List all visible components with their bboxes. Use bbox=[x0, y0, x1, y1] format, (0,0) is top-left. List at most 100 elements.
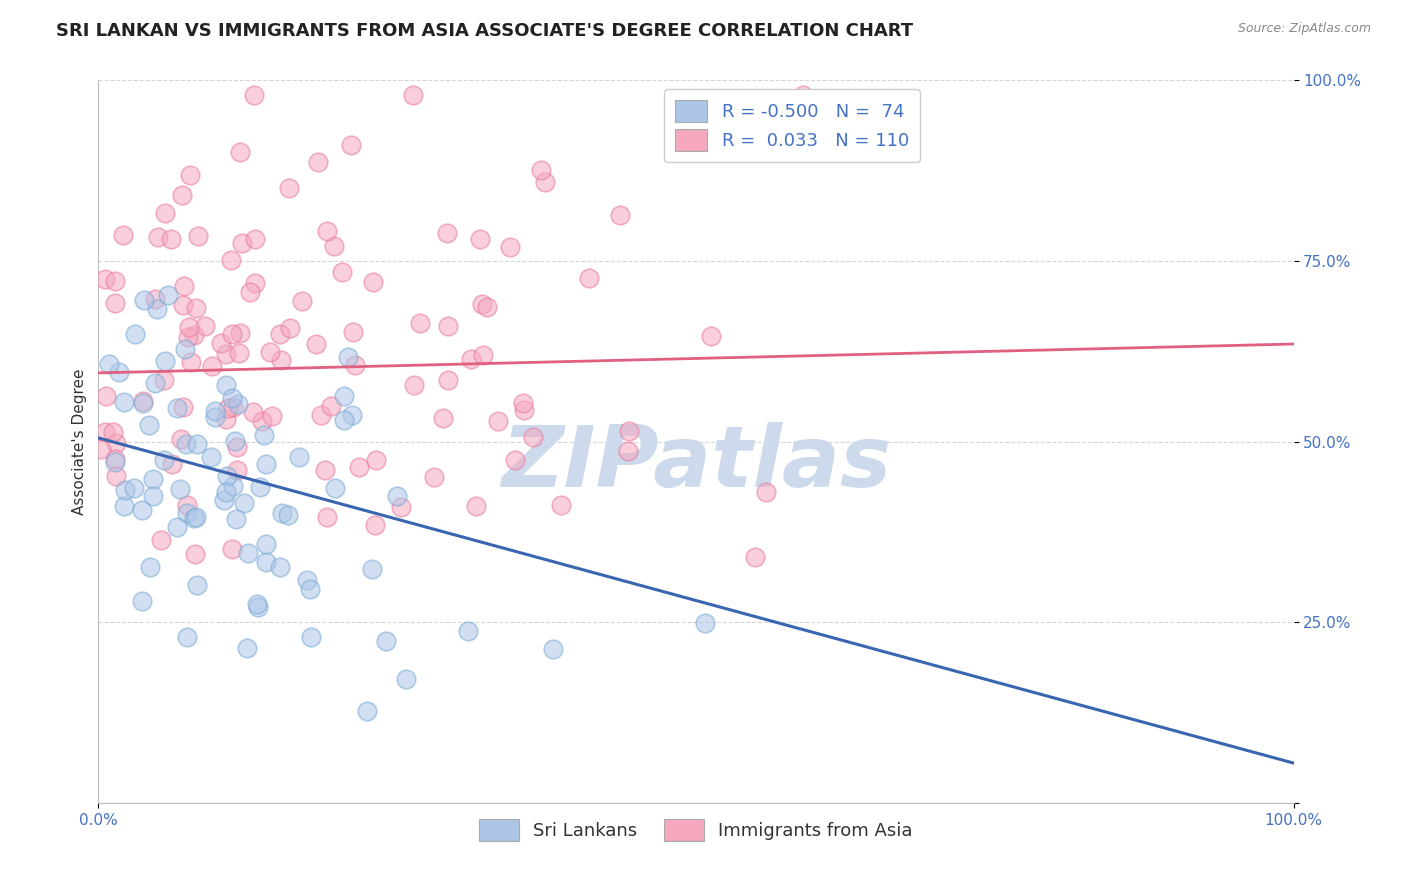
Point bbox=[247, 599, 270, 614]
Point bbox=[270, 352, 292, 367]
Point bbox=[112, 394, 135, 409]
Point bbox=[114, 483, 136, 497]
Point bbox=[186, 301, 208, 315]
Point bbox=[194, 319, 217, 334]
Point bbox=[513, 402, 536, 417]
Point bbox=[609, 208, 631, 222]
Point bbox=[184, 548, 207, 562]
Point bbox=[436, 373, 458, 387]
Point bbox=[132, 395, 155, 409]
Point bbox=[330, 265, 353, 279]
Point bbox=[619, 425, 641, 439]
Point bbox=[149, 533, 172, 547]
Point bbox=[253, 428, 276, 442]
Point bbox=[366, 453, 388, 467]
Point bbox=[186, 510, 208, 524]
Point bbox=[321, 399, 343, 413]
Point bbox=[356, 704, 378, 718]
Point bbox=[246, 598, 269, 612]
Point bbox=[209, 336, 232, 351]
Point bbox=[342, 326, 364, 340]
Point bbox=[499, 240, 522, 254]
Point bbox=[153, 206, 176, 220]
Point bbox=[472, 349, 495, 363]
Point bbox=[475, 300, 498, 314]
Point bbox=[271, 506, 294, 520]
Point bbox=[174, 342, 197, 356]
Point bbox=[395, 672, 418, 686]
Point bbox=[166, 520, 188, 534]
Point bbox=[204, 409, 226, 424]
Point bbox=[432, 411, 454, 425]
Point bbox=[176, 631, 198, 645]
Point bbox=[180, 355, 202, 369]
Point bbox=[231, 235, 253, 250]
Point bbox=[183, 511, 205, 525]
Point bbox=[156, 288, 179, 302]
Point bbox=[176, 437, 198, 451]
Point bbox=[340, 409, 363, 423]
Point bbox=[468, 232, 491, 246]
Point bbox=[254, 555, 277, 569]
Point bbox=[744, 550, 766, 565]
Point bbox=[215, 378, 238, 392]
Point bbox=[337, 350, 360, 364]
Point bbox=[533, 175, 555, 189]
Point bbox=[259, 345, 281, 359]
Text: Source: ZipAtlas.com: Source: ZipAtlas.com bbox=[1237, 22, 1371, 36]
Point bbox=[436, 226, 458, 240]
Point bbox=[486, 414, 509, 428]
Point bbox=[298, 582, 321, 596]
Point bbox=[159, 232, 181, 246]
Point bbox=[215, 412, 238, 426]
Point bbox=[254, 457, 277, 471]
Point bbox=[299, 630, 322, 644]
Point bbox=[503, 453, 526, 467]
Point bbox=[233, 496, 256, 510]
Point bbox=[541, 642, 564, 657]
Point bbox=[222, 400, 245, 414]
Point bbox=[457, 624, 479, 639]
Point bbox=[146, 230, 169, 244]
Point bbox=[215, 485, 238, 500]
Point bbox=[700, 329, 723, 343]
Point bbox=[219, 253, 242, 268]
Point bbox=[278, 321, 301, 335]
Point bbox=[315, 510, 337, 524]
Point bbox=[153, 453, 176, 467]
Point bbox=[93, 272, 115, 286]
Point bbox=[226, 397, 249, 411]
Point bbox=[215, 469, 238, 483]
Point bbox=[201, 359, 224, 373]
Point bbox=[305, 336, 328, 351]
Point bbox=[254, 537, 277, 551]
Point bbox=[409, 316, 432, 330]
Point bbox=[464, 500, 486, 514]
Point bbox=[228, 145, 250, 159]
Point bbox=[107, 366, 129, 380]
Point bbox=[215, 347, 238, 361]
Point bbox=[522, 430, 544, 444]
Point bbox=[755, 485, 778, 500]
Point bbox=[94, 388, 117, 402]
Point bbox=[172, 400, 194, 414]
Point bbox=[103, 455, 125, 469]
Point bbox=[471, 297, 494, 311]
Point bbox=[142, 489, 165, 503]
Point bbox=[131, 593, 153, 607]
Point bbox=[236, 640, 259, 655]
Point bbox=[269, 327, 291, 342]
Point bbox=[239, 285, 262, 299]
Point bbox=[90, 442, 112, 456]
Point bbox=[97, 357, 120, 371]
Point bbox=[132, 293, 155, 307]
Point bbox=[221, 541, 243, 556]
Point bbox=[375, 634, 398, 648]
Point bbox=[186, 578, 208, 592]
Point bbox=[391, 500, 413, 515]
Point bbox=[142, 472, 165, 486]
Point bbox=[225, 463, 247, 477]
Point bbox=[145, 302, 167, 317]
Point bbox=[333, 413, 356, 427]
Point bbox=[212, 493, 235, 508]
